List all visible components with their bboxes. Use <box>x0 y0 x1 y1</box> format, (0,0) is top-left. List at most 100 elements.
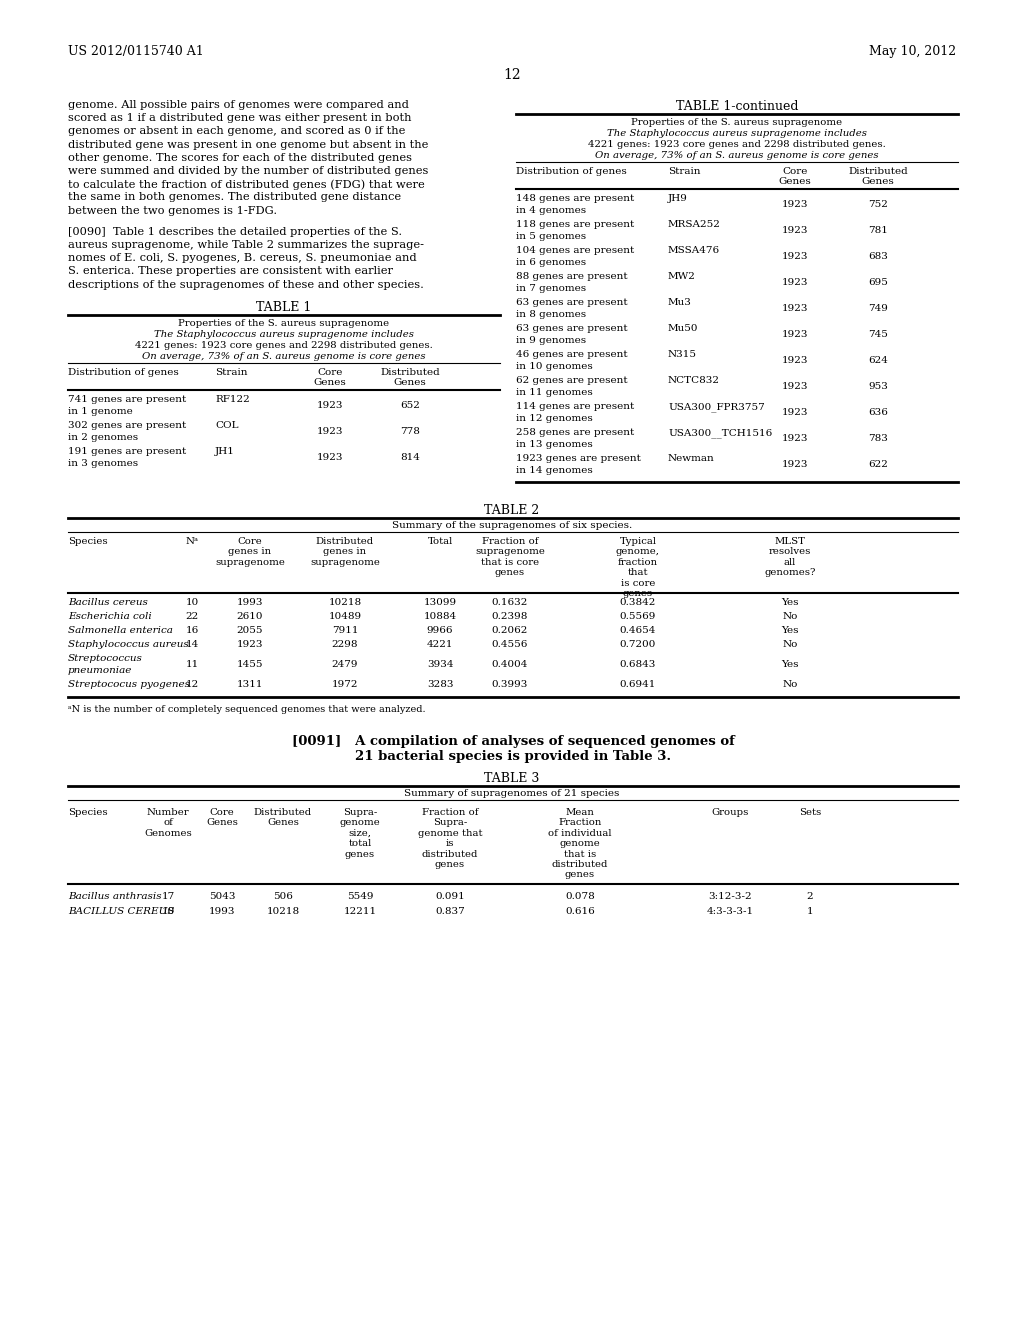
Text: 781: 781 <box>868 226 888 235</box>
Text: 2055: 2055 <box>237 626 263 635</box>
Text: 148 genes are present: 148 genes are present <box>516 194 634 203</box>
Text: Core
genes in
supragenome: Core genes in supragenome <box>215 537 285 566</box>
Text: 1923: 1923 <box>781 459 808 469</box>
Text: in 4 genomes: in 4 genomes <box>516 206 586 215</box>
Text: Distribution of genes: Distribution of genes <box>68 368 179 376</box>
Text: Total: Total <box>427 537 453 546</box>
Text: distributed gene was present in one genome but absent in the: distributed gene was present in one geno… <box>68 140 428 149</box>
Text: 752: 752 <box>868 201 888 209</box>
Text: genome. All possible pairs of genomes were compared and: genome. All possible pairs of genomes we… <box>68 100 409 110</box>
Text: in 10 genomes: in 10 genomes <box>516 362 593 371</box>
Text: [0090]  Table 1 describes the detailed properties of the S.: [0090] Table 1 describes the detailed pr… <box>68 227 402 236</box>
Text: nomes of E. coli, S. pyogenes, B. cereus, S. pneumoniae and: nomes of E. coli, S. pyogenes, B. cereus… <box>68 253 417 263</box>
Text: Fraction of
supragenome
that is core
genes: Fraction of supragenome that is core gen… <box>475 537 545 577</box>
Text: Properties of the S. aureus supragenome: Properties of the S. aureus supragenome <box>178 318 389 327</box>
Text: 3:12-3-2: 3:12-3-2 <box>709 892 752 902</box>
Text: 749: 749 <box>868 304 888 313</box>
Text: 0.3993: 0.3993 <box>492 680 528 689</box>
Text: 10489: 10489 <box>329 612 361 620</box>
Text: scored as 1 if a distributed gene was either present in both: scored as 1 if a distributed gene was ei… <box>68 114 412 123</box>
Text: 17: 17 <box>162 892 175 902</box>
Text: US 2012/0115740 A1: US 2012/0115740 A1 <box>68 45 204 58</box>
Text: MW2: MW2 <box>668 272 696 281</box>
Text: 5043: 5043 <box>209 892 236 902</box>
Text: 2: 2 <box>807 892 813 902</box>
Text: 624: 624 <box>868 356 888 366</box>
Text: Core
Genes: Core Genes <box>778 168 811 186</box>
Text: Number
of
Genomes: Number of Genomes <box>144 808 191 838</box>
Text: 21 bacterial species is provided in Table 3.: 21 bacterial species is provided in Tabl… <box>355 750 671 763</box>
Text: 953: 953 <box>868 381 888 391</box>
Text: JH9: JH9 <box>668 194 688 203</box>
Text: Yes: Yes <box>781 660 799 669</box>
Text: to calculate the fraction of distributed genes (FDG) that were: to calculate the fraction of distributed… <box>68 180 425 190</box>
Text: Mu50: Mu50 <box>668 323 698 333</box>
Text: in 12 genomes: in 12 genomes <box>516 414 593 422</box>
Text: MRSA252: MRSA252 <box>668 220 721 228</box>
Text: aureus supragenome, while Table 2 summarizes the suprage-: aureus supragenome, while Table 2 summar… <box>68 240 424 249</box>
Text: other genome. The scores for each of the distributed genes: other genome. The scores for each of the… <box>68 153 412 162</box>
Text: 0.3842: 0.3842 <box>620 598 656 607</box>
Text: 683: 683 <box>868 252 888 261</box>
Text: 14: 14 <box>185 640 199 649</box>
Text: 5549: 5549 <box>347 892 374 902</box>
Text: 1923: 1923 <box>781 330 808 339</box>
Text: 1923: 1923 <box>781 408 808 417</box>
Text: 0.2062: 0.2062 <box>492 626 528 635</box>
Text: No: No <box>782 612 798 620</box>
Text: 3934: 3934 <box>427 660 454 669</box>
Text: Newman: Newman <box>668 454 715 463</box>
Text: Distribution of genes: Distribution of genes <box>516 168 627 176</box>
Text: 695: 695 <box>868 279 888 286</box>
Text: 0.837: 0.837 <box>435 907 465 916</box>
Text: Strain: Strain <box>215 368 248 376</box>
Text: pneumoniae: pneumoniae <box>68 667 132 675</box>
Text: 9966: 9966 <box>427 626 454 635</box>
Text: 4221 genes: 1923 core genes and 2298 distributed genes.: 4221 genes: 1923 core genes and 2298 dis… <box>135 341 433 350</box>
Text: 741 genes are present: 741 genes are present <box>68 395 186 404</box>
Text: in 14 genomes: in 14 genomes <box>516 466 593 475</box>
Text: 622: 622 <box>868 459 888 469</box>
Text: 1923: 1923 <box>316 426 343 436</box>
Text: Fraction of
Supra-
genome that
is
distributed
genes: Fraction of Supra- genome that is distri… <box>418 808 482 869</box>
Text: TABLE 1: TABLE 1 <box>256 301 311 314</box>
Text: S. enterica. These properties are consistent with earlier: S. enterica. These properties are consis… <box>68 267 393 276</box>
Text: 783: 783 <box>868 434 888 444</box>
Text: 745: 745 <box>868 330 888 339</box>
Text: 1923: 1923 <box>781 381 808 391</box>
Text: Species: Species <box>68 808 108 817</box>
Text: Core
Genes: Core Genes <box>313 368 346 387</box>
Text: 10: 10 <box>185 598 199 607</box>
Text: 0.7200: 0.7200 <box>620 640 656 649</box>
Text: Bacillus anthrasis: Bacillus anthrasis <box>68 892 162 902</box>
Text: 1993: 1993 <box>209 907 236 916</box>
Text: 0.6843: 0.6843 <box>620 660 656 669</box>
Text: Yes: Yes <box>781 626 799 635</box>
Text: 1923: 1923 <box>316 453 343 462</box>
Text: Properties of the S. aureus supragenome: Properties of the S. aureus supragenome <box>632 117 843 127</box>
Text: 191 genes are present: 191 genes are present <box>68 446 186 455</box>
Text: 0.1632: 0.1632 <box>492 598 528 607</box>
Text: 0.4654: 0.4654 <box>620 626 656 635</box>
Text: in 7 genomes: in 7 genomes <box>516 284 586 293</box>
Text: in 9 genomes: in 9 genomes <box>516 337 586 345</box>
Text: USA300_FPR3757: USA300_FPR3757 <box>668 403 765 412</box>
Text: in 6 genomes: in 6 genomes <box>516 257 586 267</box>
Text: Distributed
Genes: Distributed Genes <box>848 168 908 186</box>
Text: 2479: 2479 <box>332 660 358 669</box>
Text: 2298: 2298 <box>332 640 358 649</box>
Text: Species: Species <box>68 537 108 546</box>
Text: 0.2398: 0.2398 <box>492 612 528 620</box>
Text: 1923: 1923 <box>237 640 263 649</box>
Text: 1923: 1923 <box>781 279 808 286</box>
Text: No: No <box>782 680 798 689</box>
Text: 22: 22 <box>185 612 199 620</box>
Text: 0.616: 0.616 <box>565 907 595 916</box>
Text: 12211: 12211 <box>343 907 377 916</box>
Text: 12: 12 <box>503 69 521 82</box>
Text: Core
Genes: Core Genes <box>206 808 238 828</box>
Text: USA300__TCH1516: USA300__TCH1516 <box>668 428 772 438</box>
Text: RF122: RF122 <box>215 395 250 404</box>
Text: 10: 10 <box>162 907 175 916</box>
Text: Groups: Groups <box>712 808 749 817</box>
